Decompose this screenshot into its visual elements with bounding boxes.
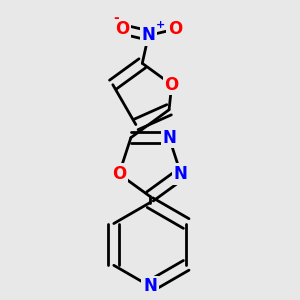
- Text: -: -: [113, 11, 118, 26]
- Text: O: O: [168, 20, 182, 38]
- Text: +: +: [156, 20, 165, 30]
- Text: O: O: [112, 165, 126, 183]
- Text: N: N: [143, 277, 157, 295]
- Text: N: N: [174, 165, 188, 183]
- Text: O: O: [165, 76, 179, 94]
- Text: N: N: [142, 26, 155, 44]
- Text: O: O: [115, 20, 129, 38]
- Text: N: N: [162, 129, 176, 147]
